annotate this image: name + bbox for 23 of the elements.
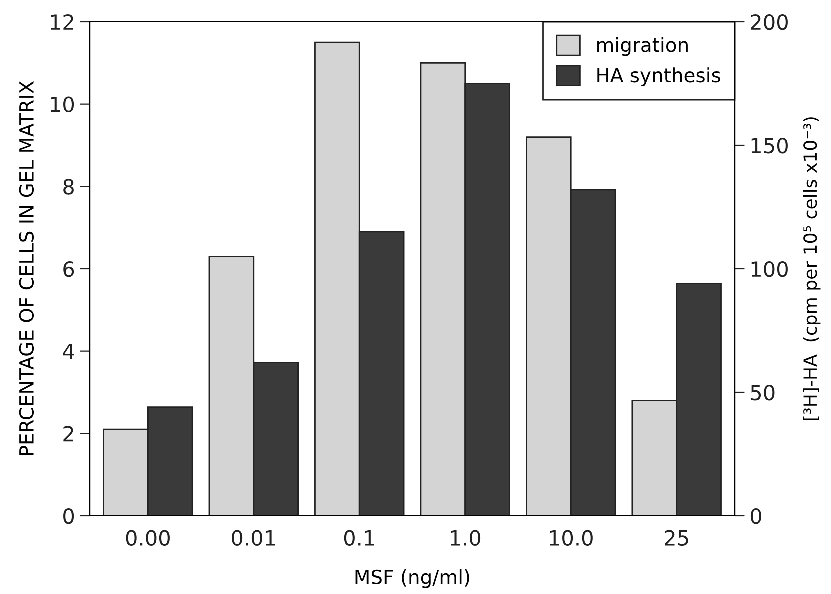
- y-tick-label: 4: [63, 344, 74, 360]
- y-tick-label: 12: [51, 14, 74, 30]
- x-tick-label: 0.01: [232, 530, 276, 546]
- y2-tick-label: 100: [752, 261, 788, 278]
- y-tick-label: 10: [51, 96, 74, 113]
- y2-tick-label: 0: [750, 508, 762, 524]
- legend-label: HA synthesis: [598, 68, 720, 86]
- x-tick-label: 0.1: [344, 530, 374, 546]
- y-axis-title: PERCENTAGE OF CELLS IN GEL MATRIX: [19, 81, 34, 456]
- x-tick-label: 10.0: [550, 530, 593, 546]
- x-axis-title: MSF (ng/ml): [356, 569, 470, 588]
- legend-label: migration: [598, 37, 688, 56]
- y-tick-label: 0: [64, 508, 74, 524]
- x-tick-label: 0.00: [126, 530, 170, 546]
- x-tick-label: 25: [665, 530, 688, 546]
- y2-tick-label: 50: [751, 384, 775, 401]
- y2-tick-label: 200: [751, 14, 788, 30]
- y-tick-label: 8: [64, 179, 74, 195]
- y-tick-label: 2: [64, 426, 74, 442]
- y2-axis-title: [³H]-HA (cpm per 10⁵ cells x10⁻³): [803, 118, 821, 420]
- y2-tick-label: 150: [752, 138, 788, 154]
- x-tick-label: 1.0: [451, 530, 481, 546]
- y-tick-label: 6: [64, 261, 74, 278]
